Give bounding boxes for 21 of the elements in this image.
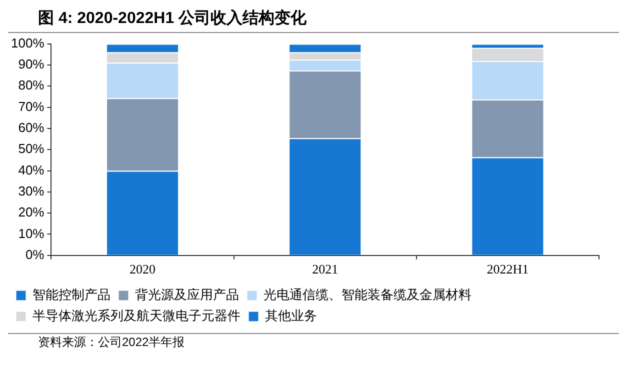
- legend-label: 其他业务: [265, 308, 317, 323]
- y-tick-label: 60%: [18, 120, 45, 136]
- y-tick-label: 0%: [25, 246, 45, 262]
- y-tick-label: 80%: [18, 78, 45, 93]
- x-tick-label: 2021: [312, 262, 338, 277]
- y-tick-label: 20%: [18, 204, 45, 220]
- y-tick-label: 50%: [18, 141, 45, 156]
- y-tick-label: 90%: [18, 56, 45, 72]
- text: 资料来源：公司2022半年报: [8, 333, 619, 351]
- legend-label: 背光源及应用产品: [135, 286, 239, 302]
- y-tick-label: 30%: [18, 184, 45, 198]
- y-tick-label: 40%: [18, 162, 45, 178]
- x-tick-label: 2020: [130, 262, 156, 277]
- chart-title: 图 4: 2020-2022H1 公司收入结构变化: [8, 8, 619, 33]
- y-tick-label: 10%: [18, 226, 45, 241]
- y-tick-label: 100%: [11, 35, 45, 50]
- legend-label: 光电通信缆、智能装备缆及金属材料: [264, 286, 472, 302]
- y-tick-label: 70%: [18, 98, 45, 114]
- x-tick-label: 2022H1: [486, 262, 529, 277]
- legend-label: 智能控制产品: [32, 286, 110, 302]
- legend-label: 半导体激光系列及航天微电子元器件: [32, 308, 240, 323]
